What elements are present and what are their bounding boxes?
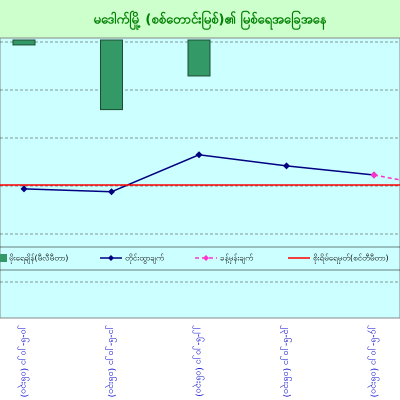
x-tick-label: ၂၃-၆-၂၀၂၁ (၀၆း၃၀) — [280, 325, 292, 397]
point — [195, 151, 203, 159]
plot-area — [0, 37, 400, 319]
x-tick-label: ၂၀-၆-၂၀၂၁ (၀၆း၃၀) — [18, 325, 30, 397]
legend-label: ခန့်မှန်းချက် — [220, 253, 253, 265]
legend-label: မိုးရေချိန်(မီလီမီတာ) — [9, 253, 68, 265]
point — [370, 171, 378, 179]
x-tick-label: ၂၁-၆-၂၀၂၁ (၀၆း၃၀) — [105, 325, 117, 397]
legend-label: စိုးရိမ်ရေမှတ်(စင်တီမီတာ) — [313, 253, 389, 265]
legend-point — [203, 255, 209, 261]
legend-label: တိုင်းထွာချက် — [125, 253, 164, 265]
rain-bar — [100, 39, 123, 111]
forecast-line — [373, 174, 400, 181]
x-tick-label: ၂၂-၆-၂၀၂၁ (၀၆း၃၀) — [193, 325, 205, 397]
legend-swatch — [0, 254, 7, 262]
rain-bar — [187, 39, 211, 77]
rain-bar — [12, 39, 36, 46]
legend-point — [108, 255, 114, 261]
chart-title: မဒေါက်မြို့ (စစ်တောင်းမြစ်)၏ မြစ်ရေအခြေအ… — [94, 10, 328, 31]
x-tick-label: ၂၄-၆-၂၀၂၁ (၀၆း၃၀) — [368, 325, 380, 397]
title-band — [0, 0, 400, 38]
point — [20, 185, 28, 193]
point — [283, 162, 290, 170]
plot-layer: မိုးရေချိန်(မီလီမီတာ) တိုင်းထွာချက် ခန့်မှ… — [0, 39, 400, 283]
point — [108, 188, 115, 196]
